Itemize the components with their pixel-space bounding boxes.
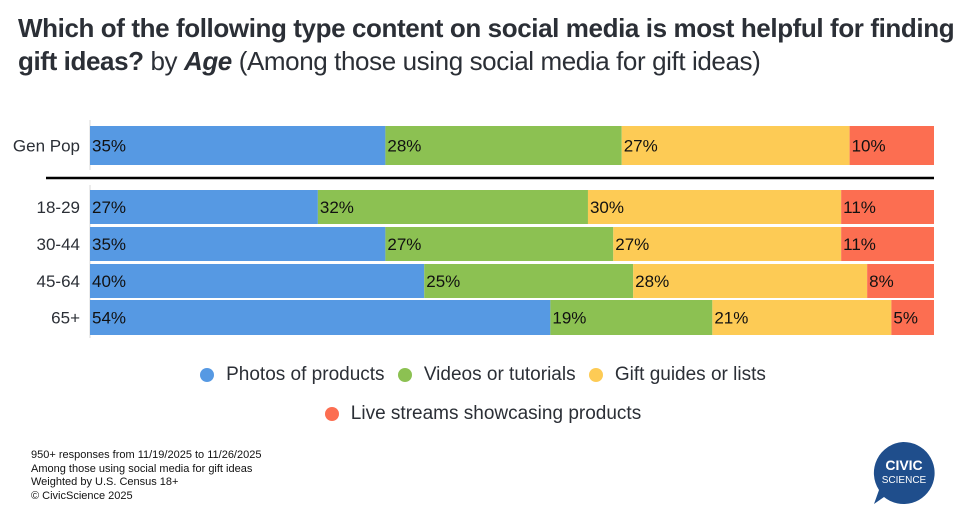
legend-row-2: Live streams showcasing products <box>0 403 966 427</box>
data-label: 5% <box>893 309 918 328</box>
logo-text-civic: CIVIC <box>885 457 922 473</box>
bar-segment <box>90 227 386 261</box>
footer-population: Among those using social media for gift … <box>31 462 253 475</box>
category-label: Gen Pop <box>13 137 80 156</box>
data-label: 27% <box>387 235 421 254</box>
bar-segment <box>841 190 934 224</box>
footer-responses: 950+ responses from 11/19/2025 to 11/26/… <box>31 449 262 461</box>
data-label: 27% <box>92 198 126 217</box>
civicscience-logo: CIVIC SCIENCE <box>873 441 935 504</box>
legend-item-gift-guides: Gift guides or lists <box>588 364 766 386</box>
data-label: 28% <box>387 137 421 156</box>
logo-text-science: SCIENCE <box>882 475 927 486</box>
bar-segment <box>550 300 713 335</box>
speech-bubble-icon <box>873 441 935 504</box>
data-label: 10% <box>852 137 886 156</box>
category-label: 18-29 <box>37 198 80 217</box>
bar-segment <box>90 264 425 298</box>
chart-title: Which of the following type content on s… <box>18 12 958 78</box>
category-label: 65+ <box>51 309 80 328</box>
legend-row-1: Photos of products Videos or tutorials G… <box>0 364 966 388</box>
data-label: 30% <box>590 198 624 217</box>
data-label: 21% <box>714 309 748 328</box>
title-question: Which of the following type content on s… <box>18 13 955 76</box>
bar-segment <box>424 264 634 298</box>
bar-segment <box>633 264 868 298</box>
bar-segment <box>90 300 551 335</box>
legend-label: Photos of products <box>226 364 385 385</box>
legend-label: Live streams showcasing products <box>350 403 642 424</box>
bar-segment <box>621 126 850 165</box>
bar-segment <box>613 227 842 261</box>
category-label: 30-44 <box>37 235 80 254</box>
bar-segment <box>587 190 842 224</box>
data-label: 35% <box>92 137 126 156</box>
title-dimension: Age <box>183 46 232 76</box>
footer-notes: 950+ responses from 11/19/2025 to 11/26/… <box>31 449 261 503</box>
data-label: 25% <box>426 272 460 291</box>
bar-segment <box>841 227 934 261</box>
bar-segment <box>385 126 622 165</box>
stacked-bar-chart: Gen Pop 35% 28% 27% 10% 18-29 27% 32% 30% 11% 30-4… <box>13 120 934 338</box>
legend-dot-icon <box>588 368 603 382</box>
bar-segment <box>849 126 934 165</box>
bar-segment <box>317 190 588 224</box>
legend-item-photos: Photos of products <box>200 364 385 386</box>
legend-label: Gift guides or lists <box>614 364 766 385</box>
footer-weighting: Weighted by U.S. Census 18+ <box>31 476 179 488</box>
data-label: 32% <box>320 198 354 217</box>
data-label: 40% <box>92 272 126 291</box>
legend-dot-icon <box>200 368 215 382</box>
category-label: 45-64 <box>37 272 80 291</box>
legend-dot-icon <box>324 407 339 421</box>
legend-dot-icon <box>397 368 412 382</box>
data-label: 27% <box>615 235 649 254</box>
footer-copyright: © CivicScience 2025 <box>31 489 133 502</box>
legend-item-videos: Videos or tutorials <box>397 364 576 386</box>
title-by: by <box>150 46 178 76</box>
data-label: 8% <box>869 272 894 291</box>
data-label: 11% <box>843 198 876 217</box>
data-label: 54% <box>92 309 126 328</box>
data-label: 19% <box>552 309 586 328</box>
bar-segment <box>891 300 934 335</box>
bar-segment <box>90 190 318 224</box>
legend-item-live-streams: Live streams showcasing products <box>324 403 642 425</box>
data-label: 11% <box>843 235 876 254</box>
legend-label: Videos or tutorials <box>423 364 576 385</box>
bar-segment <box>867 264 934 298</box>
bar-segment <box>90 126 386 165</box>
title-subtitle: (Among those using social media for gift… <box>238 46 761 76</box>
data-label: 28% <box>635 272 669 291</box>
bar-segment <box>712 300 892 335</box>
data-label: 27% <box>624 137 658 156</box>
bar-segment <box>385 227 614 261</box>
data-label: 35% <box>92 235 126 254</box>
